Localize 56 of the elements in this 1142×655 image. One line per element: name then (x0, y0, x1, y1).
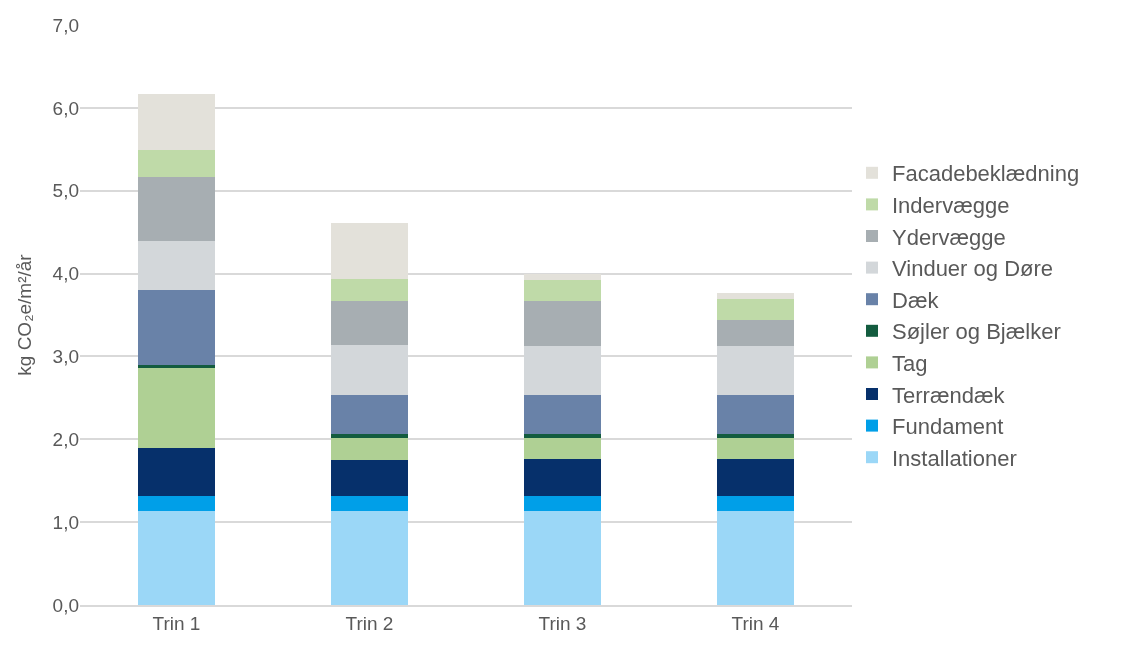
bar (137, 290, 216, 365)
bar (716, 394, 795, 435)
bar (330, 434, 409, 438)
bar (523, 510, 602, 605)
legend-label: Installationer (892, 445, 1017, 471)
legend-label: Søjler og Bjælker (892, 319, 1061, 345)
legend-label: Fundament (892, 414, 1004, 440)
legend-label: Ydervægge (892, 224, 1006, 250)
bar (137, 510, 216, 605)
bar (716, 459, 795, 497)
bar (330, 496, 409, 511)
bar (716, 437, 795, 460)
y-tick-label: 2,0 (52, 428, 79, 450)
bar (137, 496, 216, 511)
bar (523, 300, 602, 346)
y-axis-title: kg CO₂e/m²/år (14, 253, 36, 376)
bar (330, 300, 409, 345)
legend-label: Vinduer og Døre (892, 256, 1054, 282)
x-tick-label: Trin 4 (731, 612, 780, 634)
bar (523, 459, 602, 497)
bar (137, 364, 216, 369)
bar (716, 496, 795, 511)
bar (523, 434, 602, 438)
legend-label: Facadebeklædning (892, 161, 1080, 187)
y-tick-label: 1,0 (52, 511, 79, 533)
bar (523, 394, 602, 435)
y-tick-label: 0,0 (52, 594, 79, 616)
bar (137, 447, 216, 497)
bar (716, 510, 795, 605)
bar (716, 319, 795, 346)
legend-label: Terrændæk (892, 382, 1006, 408)
x-tick-label: Trin 1 (152, 612, 201, 634)
legend-label: Indervægge (892, 192, 1010, 218)
x-tick-label: Trin 3 (538, 612, 587, 634)
bar (137, 176, 216, 242)
bar (523, 280, 602, 301)
bar (330, 437, 409, 460)
x-tick-label: Trin 2 (345, 612, 394, 634)
bar (330, 279, 409, 301)
y-tick-label: 5,0 (52, 180, 79, 202)
legend-label: Dæk (892, 287, 940, 313)
y-tick-label: 6,0 (52, 97, 79, 119)
bar (523, 496, 602, 511)
bar (137, 150, 216, 177)
bar (330, 395, 409, 435)
bar (716, 299, 795, 320)
y-tick-label: 7,0 (52, 14, 79, 36)
bar (330, 460, 409, 497)
y-tick-label: 3,0 (52, 346, 79, 368)
bar (523, 437, 602, 460)
bar (330, 510, 409, 605)
bar (716, 434, 795, 438)
y-tick-label: 4,0 (52, 263, 79, 285)
bar (716, 293, 795, 300)
legend-label: Tag (892, 350, 928, 376)
bar (137, 368, 216, 448)
